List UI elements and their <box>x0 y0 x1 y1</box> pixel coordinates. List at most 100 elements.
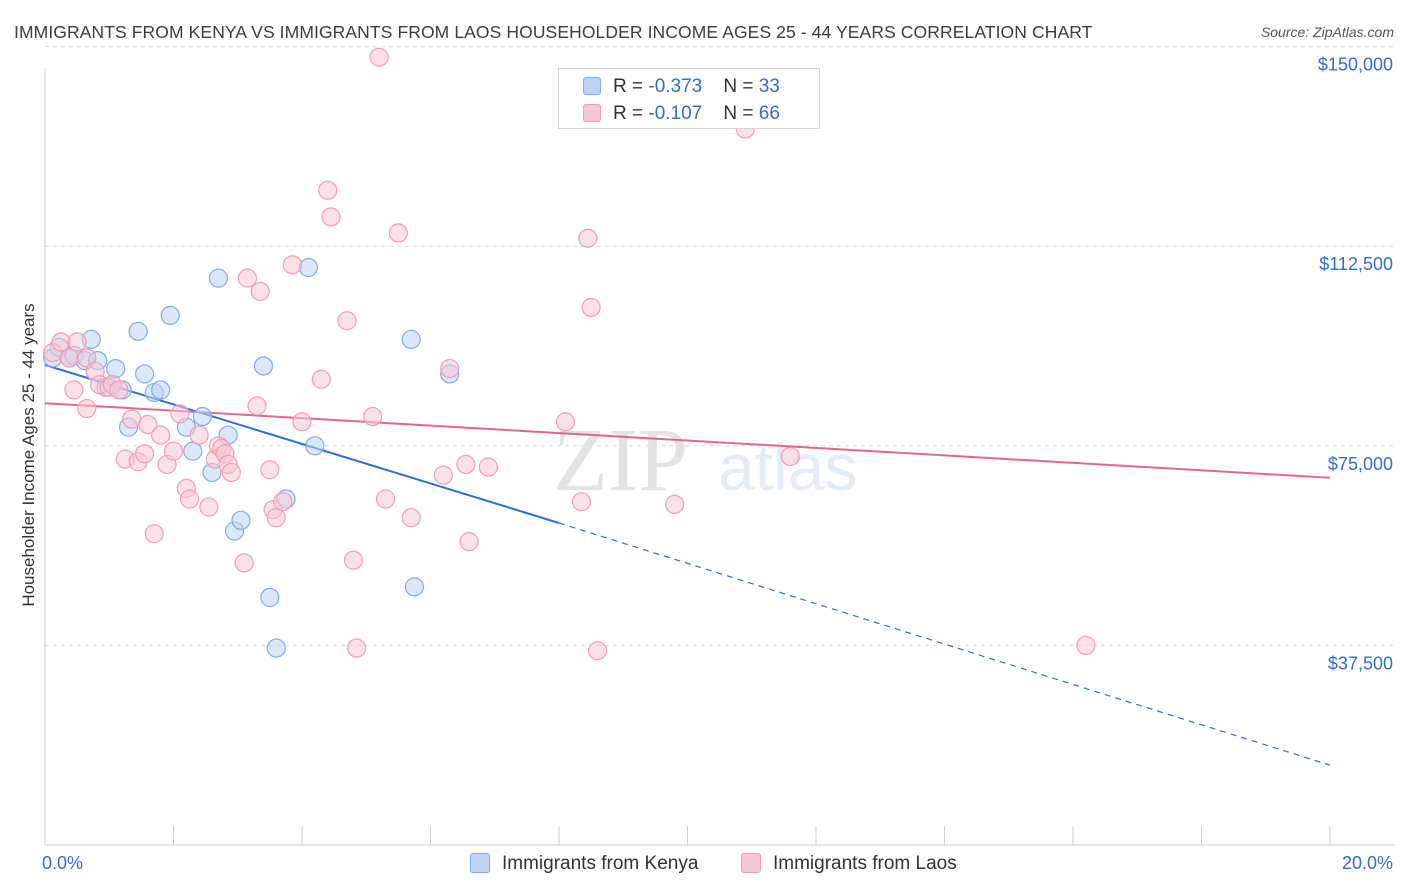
laos-point <box>571 492 592 512</box>
laos-point <box>266 508 286 528</box>
laos-point <box>151 425 171 445</box>
kenya-point <box>231 510 251 530</box>
kenya-trend-extension <box>558 522 1331 766</box>
x-tick-label-max: 20.0% <box>1342 853 1393 873</box>
laos-point <box>478 457 498 477</box>
kenya-point <box>260 587 280 608</box>
laos-point <box>109 380 129 400</box>
watermark-atlas: atlas <box>718 430 857 504</box>
kenya-point <box>401 329 421 349</box>
kenya-n-label: N = <box>723 76 759 97</box>
kenya-r-label: R = <box>613 76 649 97</box>
laos-point <box>237 268 257 288</box>
laos-point <box>1076 635 1096 656</box>
kenya-point <box>192 406 213 427</box>
laos-point <box>51 332 71 352</box>
laos-point <box>77 398 97 419</box>
laos-point <box>234 553 254 573</box>
kenya-point <box>208 268 229 288</box>
kenya-point <box>253 356 274 376</box>
laos-point <box>347 638 367 658</box>
laos-point <box>221 462 241 483</box>
laos-n-label: N = <box>723 103 759 124</box>
legend-kenya-swatch <box>470 853 490 873</box>
source-label: Source: ZipAtlas.com <box>1260 24 1394 40</box>
kenya-point <box>404 577 425 597</box>
laos-point <box>199 497 219 517</box>
laos-point <box>179 489 200 509</box>
laos-point <box>67 332 87 352</box>
laos-point <box>578 228 598 248</box>
laos-swatch <box>583 104 601 122</box>
kenya-point <box>305 436 325 456</box>
laos-point <box>134 444 155 464</box>
data-points <box>43 47 1096 661</box>
series-legend: Immigrants from Kenya Immigrants from La… <box>0 850 1406 880</box>
laos-point <box>189 425 209 445</box>
kenya-swatch <box>583 77 601 95</box>
kenya-n-value: 33 <box>758 76 780 97</box>
legend-kenya-label: Immigrants from Kenya <box>502 853 699 874</box>
laos-point <box>780 446 800 467</box>
laos-point <box>59 348 80 368</box>
legend-item-laos[interactable]: Immigrants from Laos <box>741 853 957 875</box>
laos-point <box>456 454 476 475</box>
kenya-r-value: -0.373 <box>648 76 703 97</box>
laos-point <box>247 396 267 416</box>
laos-point <box>581 297 601 318</box>
laos-trend-line <box>44 402 1331 479</box>
legend-laos-swatch <box>741 853 761 873</box>
laos-point <box>337 311 357 331</box>
laos-point <box>292 412 312 432</box>
laos-n-value: 66 <box>758 103 780 124</box>
axes <box>44 68 1395 846</box>
kenya-point <box>134 364 155 384</box>
laos-point <box>122 409 142 429</box>
y-tick-label-2: $112,500 <box>1319 254 1393 274</box>
laos-point <box>170 404 190 424</box>
y-tick-label-0: $37,500 <box>1328 653 1393 673</box>
chart-title: IMMIGRANTS FROM KENYA VS IMMIGRANTS FROM… <box>14 22 1093 42</box>
x-tick-label-min: 0.0% <box>42 853 83 873</box>
laos-point <box>369 47 389 67</box>
laos-point <box>273 492 293 512</box>
laos-point <box>433 465 453 485</box>
laos-point <box>375 489 396 509</box>
laos-point <box>138 414 158 435</box>
laos-point <box>440 359 460 379</box>
kenya-point <box>160 305 180 326</box>
laos-r-label: R = <box>613 103 649 124</box>
x-tick-labels: 0.0% 20.0% <box>42 853 1393 873</box>
laos-point <box>321 207 341 227</box>
laos-point <box>163 441 184 461</box>
y-tick-label-1: $75,000 <box>1328 454 1393 474</box>
kenya-point <box>266 638 286 658</box>
y-tick-label-3: $150,000 <box>1318 55 1393 75</box>
laos-point <box>363 406 383 427</box>
kenya-point <box>151 380 171 400</box>
y-tick-labels: $37,500 $75,000 $112,500 $150,000 <box>1318 55 1393 674</box>
kenya-point <box>298 257 319 278</box>
laos-point <box>318 180 338 200</box>
laos-point <box>311 369 331 389</box>
laos-point <box>555 412 576 432</box>
laos-point <box>401 508 421 528</box>
legend-row-kenya: R = -0.373 N = 33 <box>583 76 780 98</box>
laos-point <box>343 550 363 570</box>
laos-point <box>64 380 84 400</box>
kenya-point <box>128 321 148 341</box>
laos-point <box>250 281 270 302</box>
laos-point <box>587 641 608 661</box>
kenya-point <box>183 441 203 461</box>
laos-point <box>144 524 164 544</box>
laos-point <box>260 460 280 480</box>
watermark-zip: ZIP <box>553 411 688 510</box>
laos-point <box>459 532 479 552</box>
correlation-legend: R = -0.373 N = 33 R = -0.107 N = 66 <box>558 68 820 129</box>
laos-point <box>282 255 302 275</box>
laos-point <box>665 494 685 514</box>
legend-laos-label: Immigrants from Laos <box>773 853 957 874</box>
legend-item-kenya[interactable]: Immigrants from Kenya <box>470 853 698 875</box>
y-axis-label: Householder Income Ages 25 - 44 years <box>19 303 38 606</box>
